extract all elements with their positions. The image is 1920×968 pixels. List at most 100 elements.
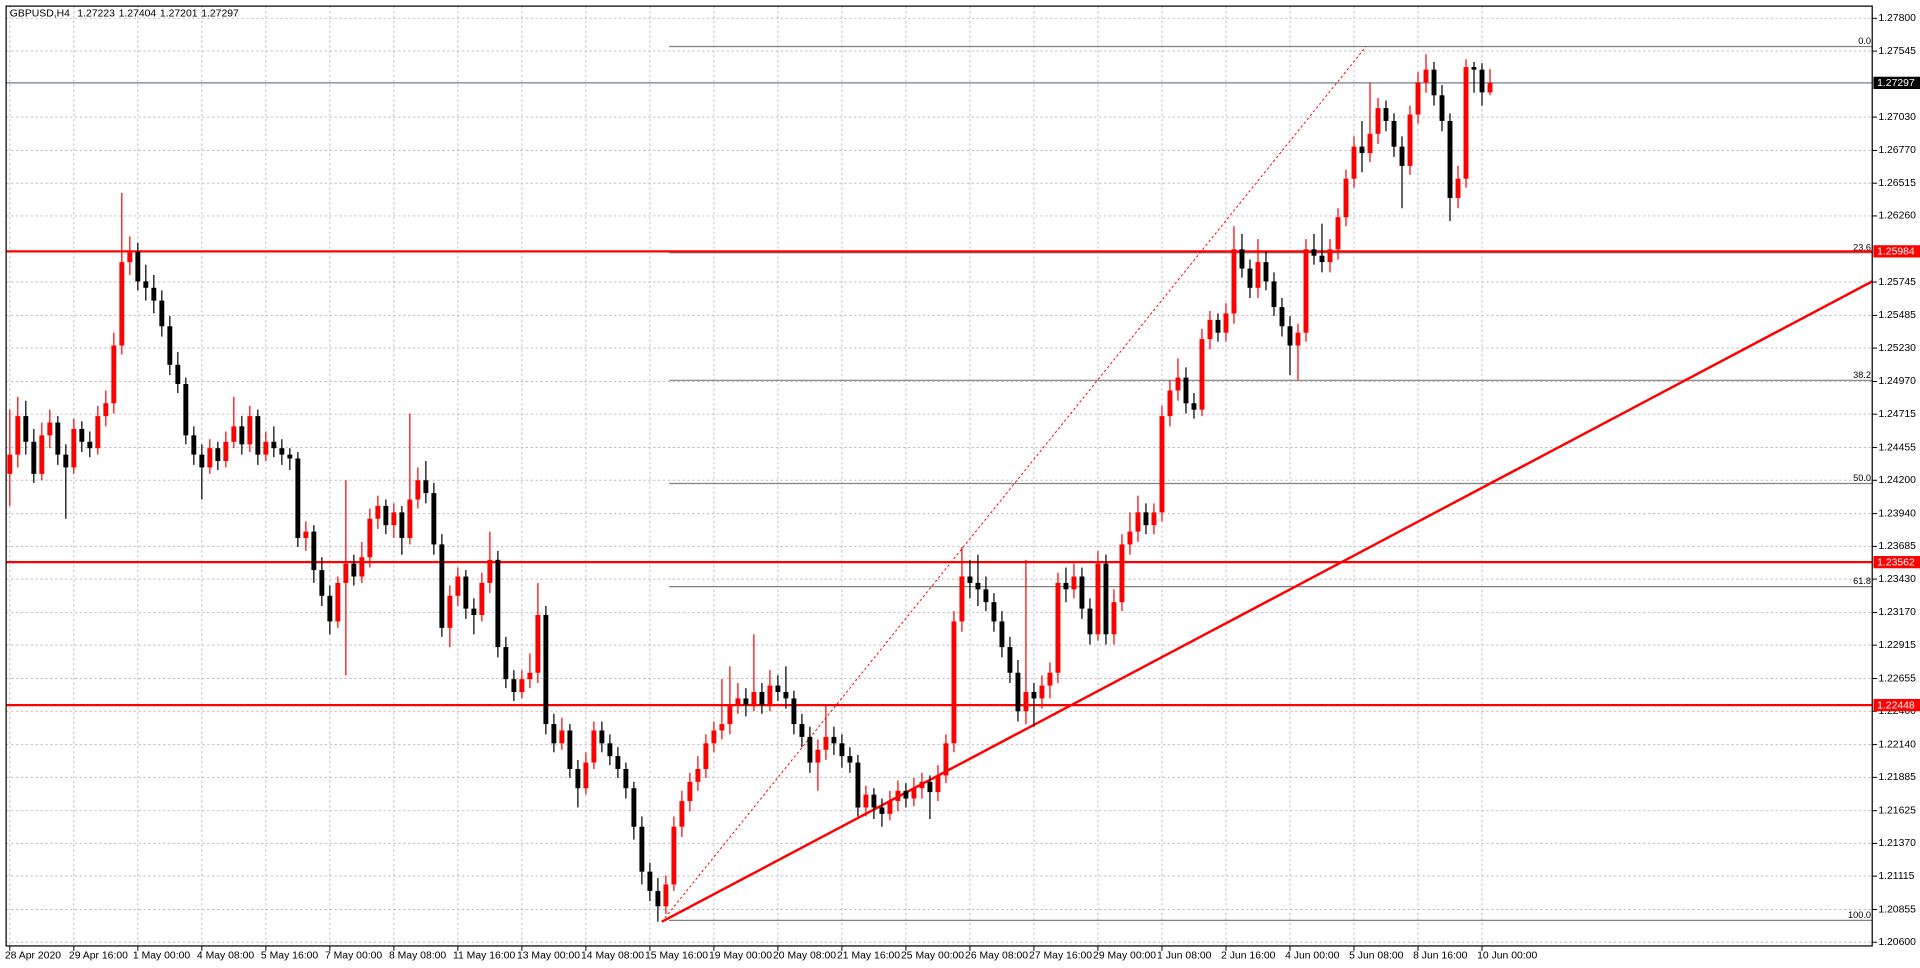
candle-body xyxy=(783,691,789,699)
candle-body xyxy=(1095,563,1101,635)
x-tick-label: 8 Jun 16:00 xyxy=(1413,950,1468,961)
candle-body xyxy=(1071,576,1077,590)
candle-body xyxy=(495,559,501,648)
candle-body xyxy=(1047,672,1053,686)
candle-body xyxy=(1391,120,1397,147)
candle-body xyxy=(1183,377,1189,404)
candle-body xyxy=(671,826,677,885)
candle-body xyxy=(791,698,797,725)
candle-body xyxy=(991,602,997,622)
candle-body xyxy=(1167,390,1173,417)
current-price-box xyxy=(1873,76,1920,89)
y-tick-label: 1.21885 xyxy=(1878,772,1916,783)
candle-body xyxy=(575,768,581,789)
fib-label: 38.2 xyxy=(1853,370,1871,380)
candle-body xyxy=(215,448,221,462)
candle-body xyxy=(71,428,77,468)
candle-body xyxy=(335,582,341,622)
trendline xyxy=(661,46,1367,922)
candle-body xyxy=(607,743,613,757)
candle-body xyxy=(1039,685,1045,699)
y-tick-label: 1.24715 xyxy=(1878,409,1916,420)
candle-body xyxy=(207,448,213,468)
candle-body xyxy=(143,281,149,288)
candle-body xyxy=(871,794,877,808)
x-tick-label: 2 Jun 16:00 xyxy=(1221,950,1276,961)
x-tick-label: 14 May 08:00 xyxy=(581,950,644,961)
candle-body xyxy=(1311,249,1317,256)
candle-body xyxy=(159,300,165,327)
y-tick-label: 1.20855 xyxy=(1878,904,1916,915)
candle-body xyxy=(831,736,837,744)
candle-body xyxy=(719,724,725,731)
candle-body xyxy=(439,544,445,628)
x-tick-label: 4 Jun 00:00 xyxy=(1285,950,1340,961)
candle-body xyxy=(1319,255,1325,263)
candle-body xyxy=(927,781,933,793)
candle-body xyxy=(1439,95,1445,121)
x-tick-label: 27 May 16:00 xyxy=(1029,950,1092,961)
candle-body xyxy=(231,426,237,442)
candle-body xyxy=(1383,108,1389,121)
y-tick-label: 1.25230 xyxy=(1878,343,1916,354)
candle-body xyxy=(127,251,133,263)
candle-body xyxy=(1471,67,1477,70)
fib-label: 0.0 xyxy=(1858,36,1871,46)
y-tick-label: 1.26770 xyxy=(1878,145,1916,156)
candle-body xyxy=(103,403,109,417)
candle-body xyxy=(463,576,469,609)
candle-body xyxy=(1119,544,1125,603)
candle-body xyxy=(879,807,885,814)
x-tick-label: 10 Jun 00:00 xyxy=(1477,950,1537,961)
candle-body xyxy=(799,724,805,737)
candle-body xyxy=(591,730,597,763)
candle-body xyxy=(183,384,189,436)
candle-body xyxy=(751,691,757,705)
candle-body xyxy=(655,890,661,907)
candle-body xyxy=(1015,672,1021,712)
candle-body xyxy=(1327,249,1333,263)
x-tick-label: 28 Apr 2020 xyxy=(5,950,61,961)
x-tick-label: 26 May 08:00 xyxy=(965,950,1028,961)
candle-body xyxy=(807,736,813,763)
y-tick-label: 1.25745 xyxy=(1878,277,1916,288)
candle-body xyxy=(999,621,1005,648)
fib-label: 61.8 xyxy=(1853,576,1871,586)
candle-body xyxy=(1079,576,1085,609)
candle-body xyxy=(759,691,765,705)
candle-body xyxy=(367,518,373,558)
candle-body xyxy=(1007,647,1013,673)
candle-body xyxy=(295,458,301,539)
candle-body xyxy=(279,448,285,455)
candle-body xyxy=(1031,691,1037,699)
trendline xyxy=(661,280,1873,923)
last-open: 1.27223 xyxy=(77,8,115,19)
candle-body xyxy=(487,559,493,583)
x-tick-label: 5 May 16:00 xyxy=(261,950,318,961)
candle-body xyxy=(271,441,277,449)
candle-body xyxy=(1463,67,1469,179)
candle-body xyxy=(319,570,325,596)
symbol: GBPUSD,H4 xyxy=(10,8,70,19)
x-tick-label: 20 May 08:00 xyxy=(773,950,836,961)
candle-body xyxy=(1135,512,1141,532)
candle-body xyxy=(375,505,381,519)
candle-body xyxy=(1343,178,1349,218)
candle-body xyxy=(631,788,637,827)
candle-body xyxy=(191,435,197,455)
candle-body xyxy=(255,416,261,455)
candle-body xyxy=(1263,262,1269,282)
candle-body xyxy=(599,730,605,744)
x-tick-label: 19 May 00:00 xyxy=(709,950,772,961)
price-label: 1.22448 xyxy=(1877,700,1915,711)
candle-body xyxy=(551,724,557,744)
candle-body xyxy=(167,326,173,365)
x-tick-label: 1 Jun 08:00 xyxy=(1157,950,1212,961)
candle-body xyxy=(1055,582,1061,673)
candle-body xyxy=(1255,262,1261,288)
candle-body xyxy=(815,749,821,763)
price-label-box xyxy=(1873,556,1920,569)
last-close: 1.27297 xyxy=(201,8,239,19)
candle-body xyxy=(735,698,741,705)
candle-body xyxy=(1111,602,1117,635)
